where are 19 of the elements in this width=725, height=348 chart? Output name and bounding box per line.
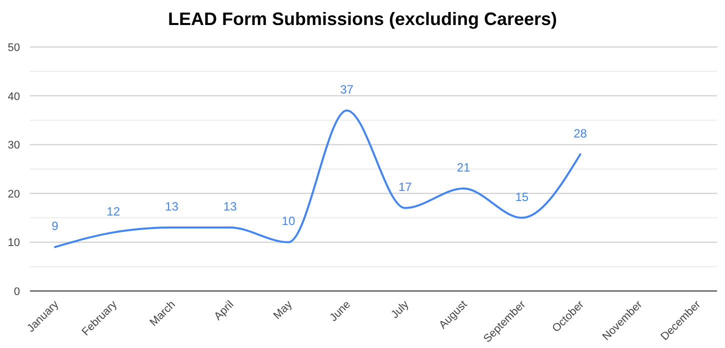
y-tick-label: 30	[8, 140, 20, 152]
data-label: 37	[340, 82, 354, 96]
y-tick-label: 40	[8, 90, 20, 103]
x-tick-label: July	[388, 298, 412, 321]
y-tick-label: 0	[14, 286, 20, 298]
y-tick-label: 20	[8, 188, 20, 200]
data-label: 21	[456, 160, 471, 175]
chart-title: LEAD Form Submissions (excluding Careers)	[168, 9, 558, 29]
y-tick-label: 10	[8, 237, 20, 250]
data-label: 17	[398, 180, 412, 194]
data-label: 10	[282, 214, 296, 228]
data-label: 12	[106, 204, 120, 218]
data-label: 13	[223, 200, 238, 214]
data-label: 13	[165, 200, 179, 214]
data-label: 9	[52, 219, 59, 234]
data-label: 15	[515, 190, 529, 204]
y-tick-label: 50	[8, 42, 20, 54]
data-label: 28	[574, 126, 588, 140]
x-tick-label: May	[271, 298, 295, 322]
